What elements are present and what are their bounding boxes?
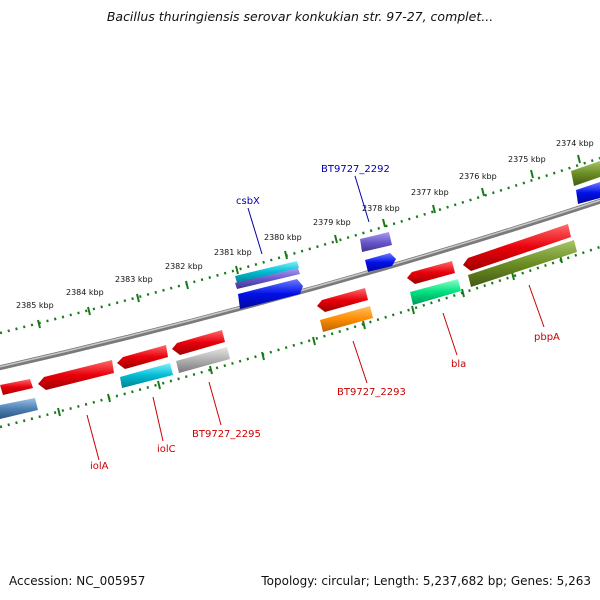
gene-label-BT9727_2295: BT9727_2295 <box>192 429 261 440</box>
outer-tick-ring <box>0 156 600 335</box>
kbp-label: 2379 kbp <box>313 218 351 227</box>
gene-arrow <box>410 279 461 305</box>
leader-lines <box>86 175 545 461</box>
gene-label-iolA: iolA <box>90 461 109 472</box>
gene-arrow <box>571 161 600 186</box>
kbp-label: 2380 kbp <box>264 233 302 242</box>
gene-label-pbpA: pbpA <box>534 332 560 343</box>
kbp-label: 2378 kbp <box>362 204 400 213</box>
gene-arrow <box>576 182 600 204</box>
gene-arrow-pbpA <box>463 224 571 271</box>
gene-arrow-BT9727_2292 <box>360 232 392 252</box>
gene-arrow-BT9727_2293 <box>317 288 368 312</box>
gene-arrow-BT9727_2295 <box>172 330 225 355</box>
gene-label-csbX: csbX <box>236 196 260 207</box>
kbp-label: 2376 kbp <box>459 172 497 181</box>
kbp-label: 2375 kbp <box>508 155 546 164</box>
gene-arrow <box>320 306 373 332</box>
gene-arrow-bla <box>407 261 455 284</box>
genome-summary: Topology: circular; Length: 5,237,682 bp… <box>261 574 591 588</box>
gene-arrow-iolC <box>117 345 168 369</box>
kbp-label: 2384 kbp <box>66 288 104 297</box>
gene-labels: iolA iolC BT9727_2295 csbX BT9727_2293 B… <box>90 164 560 472</box>
map-title: Bacillus thuringiensis serovar konkukian… <box>106 9 494 24</box>
kbp-label: 2374 kbp <box>556 139 594 148</box>
gene-arrow <box>468 240 577 287</box>
gene-arrow <box>235 268 300 289</box>
gene-label-BT9727_2293: BT9727_2293 <box>337 387 406 398</box>
gene-arrow <box>0 379 33 395</box>
kbp-label: 2377 kbp <box>411 188 449 197</box>
gene-label-iolC: iolC <box>157 444 176 455</box>
kbp-label: 2383 kbp <box>115 275 153 284</box>
accession-label: Accession: NC_005957 <box>9 574 146 588</box>
kbp-label: 2381 kbp <box>214 248 252 257</box>
gene-arrow <box>0 398 38 419</box>
kbp-labels: 2385 kbp 2384 kbp 2383 kbp 2382 kbp 2381… <box>16 139 594 310</box>
gene-arrow-csbX <box>235 261 299 283</box>
gene-arrow <box>365 253 396 272</box>
kbp-label: 2382 kbp <box>165 262 203 271</box>
kbp-label: 2385 kbp <box>16 301 54 310</box>
gene-arrow <box>238 279 303 309</box>
inner-tick-ring <box>0 245 600 429</box>
gene-label-BT9727_2292: BT9727_2292 <box>321 164 390 175</box>
outer-major-ticks <box>37 154 581 329</box>
gene-arrow-iolA <box>38 360 114 390</box>
gene-arrow <box>176 347 230 373</box>
gene-arrow <box>120 363 173 388</box>
gene-label-bla: bla <box>451 359 466 370</box>
gene-features <box>0 161 600 419</box>
